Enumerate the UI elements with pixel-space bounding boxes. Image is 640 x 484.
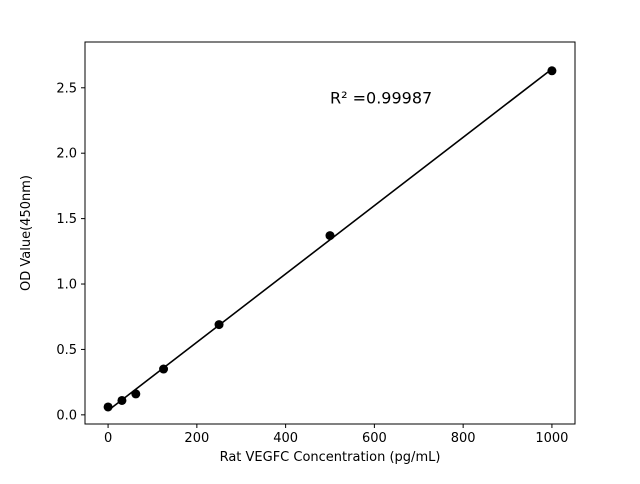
y-axis-label: OD Value(450nm)	[19, 175, 34, 291]
y-tick-label: 1.5	[56, 212, 77, 227]
x-tick-label: 600	[362, 431, 387, 446]
x-tick-label: 200	[184, 431, 209, 446]
y-tick-label: 0.0	[56, 408, 77, 423]
x-tick-label: 0	[104, 431, 112, 446]
x-tick-label: 800	[451, 431, 476, 446]
x-tick-label: 400	[273, 431, 298, 446]
y-tick-label: 2.0	[56, 147, 77, 162]
r-squared-annotation: R² =0.99987	[330, 88, 432, 107]
y-tick-label: 0.5	[56, 343, 77, 358]
x-tick-label: 1000	[535, 431, 568, 446]
data-point	[547, 66, 557, 76]
y-tick-label: 1.0	[56, 278, 77, 293]
fit-line	[107, 68, 553, 412]
plot-border	[84, 41, 576, 425]
x-axis-label: Rat VEGFC Concentration (pg/mL)	[220, 450, 441, 465]
data-point	[325, 231, 335, 241]
y-tick-label: 2.5	[56, 81, 77, 96]
